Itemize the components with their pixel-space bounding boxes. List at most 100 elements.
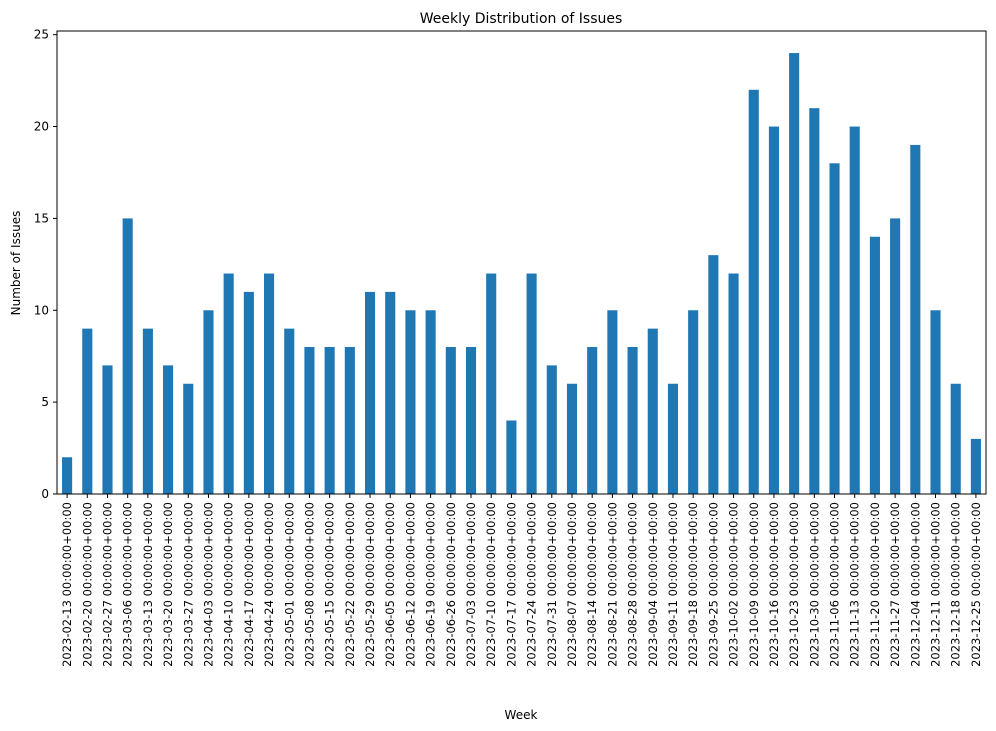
chart-title: Weekly Distribution of Issues: [420, 11, 623, 27]
x-tick-label: 2023-05-01 00:00:00+00:00: [282, 502, 296, 667]
bar: [708, 255, 719, 494]
bar: [688, 310, 699, 494]
x-tick-label: 2023-05-08 00:00:00+00:00: [302, 502, 316, 667]
x-tick-label: 2023-12-18 00:00:00+00:00: [949, 502, 963, 667]
bar: [566, 383, 578, 494]
y-tick-label: 15: [34, 211, 49, 225]
x-tick-label: 2023-02-13 00:00:00+00:00: [60, 502, 74, 667]
x-tick-label: 2023-11-27 00:00:00+00:00: [888, 502, 902, 667]
bar: [789, 53, 800, 495]
bar: [890, 218, 901, 494]
bar: [324, 347, 335, 494]
bar: [526, 273, 537, 494]
bar: [425, 310, 436, 494]
x-tick-label: 2023-06-19 00:00:00+00:00: [424, 502, 438, 667]
bar: [809, 108, 820, 495]
bar: [465, 347, 477, 494]
x-tick-label: 2023-08-21 00:00:00+00:00: [605, 502, 619, 667]
x-tick-label: 2023-02-27 00:00:00+00:00: [100, 502, 114, 667]
y-tick-label: 10: [34, 303, 49, 317]
bar: [506, 420, 517, 494]
x-tick-label: 2023-10-16 00:00:00+00:00: [767, 502, 781, 667]
x-tick-label: 2023-05-15 00:00:00+00:00: [323, 502, 337, 667]
x-tick-label: 2023-09-18 00:00:00+00:00: [686, 502, 700, 667]
x-axis: 2023-02-13 00:00:00+00:00 2023-02-20 00:0…: [60, 494, 983, 667]
bar: [203, 310, 214, 494]
bar: [728, 273, 739, 494]
x-tick-label: 2023-03-13 00:00:00+00:00: [141, 502, 155, 667]
y-axis-label: Number of Issues: [9, 211, 23, 316]
x-axis-label: Week: [505, 708, 538, 722]
bar: [445, 347, 456, 494]
bar: [950, 383, 961, 494]
x-tick-label: 2023-12-04 00:00:00+00:00: [908, 502, 922, 667]
bar: [910, 144, 921, 494]
x-tick-label: 2023-04-17 00:00:00+00:00: [242, 502, 256, 667]
bar: [970, 438, 981, 494]
x-tick-label: 2023-10-02 00:00:00+00:00: [727, 502, 741, 667]
x-tick-label: 2023-12-11 00:00:00+00:00: [929, 502, 943, 667]
bar: [122, 218, 133, 494]
x-tick-label: 2023-06-26 00:00:00+00:00: [444, 502, 458, 667]
x-tick-label: 2023-10-23 00:00:00+00:00: [787, 502, 801, 667]
bar: [344, 347, 355, 494]
x-tick-label: 2023-07-03 00:00:00+00:00: [464, 502, 478, 667]
x-tick-label: 2023-06-05 00:00:00+00:00: [383, 502, 397, 667]
y-tick-label: 20: [34, 120, 49, 134]
bar: [364, 291, 376, 494]
bar: [82, 328, 93, 494]
bar: [829, 163, 840, 495]
x-tick-label: 2023-04-24 00:00:00+00:00: [262, 502, 276, 667]
y-tick-label: 25: [34, 28, 49, 42]
bar: [385, 291, 396, 494]
bar: [667, 383, 679, 494]
bar: [546, 365, 557, 494]
bars-group: [62, 53, 981, 495]
bar: [304, 347, 315, 494]
bar: [243, 291, 254, 494]
x-tick-label: 2023-05-22 00:00:00+00:00: [343, 502, 357, 667]
x-tick-label: 2023-02-20 00:00:00+00:00: [80, 502, 94, 667]
x-tick-label: 2023-11-13 00:00:00+00:00: [848, 502, 862, 667]
x-tick-label: 2023-07-24 00:00:00+00:00: [525, 502, 539, 667]
x-tick-label: 2023-07-31 00:00:00+00:00: [545, 502, 559, 667]
bar: [163, 365, 174, 494]
x-tick-label: 2023-08-14 00:00:00+00:00: [585, 502, 599, 667]
bar: [930, 310, 941, 494]
x-tick-label: 2023-09-25 00:00:00+00:00: [706, 502, 720, 667]
x-tick-label: 2023-12-25 00:00:00+00:00: [969, 502, 983, 667]
x-tick-label: 2023-08-07 00:00:00+00:00: [565, 502, 579, 667]
bar: [647, 328, 658, 494]
bar: [405, 310, 416, 494]
bar: [62, 457, 73, 494]
x-tick-label: 2023-09-11 00:00:00+00:00: [666, 502, 680, 667]
bar: [264, 273, 275, 494]
x-tick-label: 2023-09-04 00:00:00+00:00: [646, 502, 660, 667]
bar: [284, 328, 295, 494]
bar: [869, 236, 880, 494]
x-tick-label: 2023-06-12 00:00:00+00:00: [403, 502, 417, 667]
y-tick-label: 5: [41, 395, 49, 409]
x-tick-label: 2023-07-17 00:00:00+00:00: [504, 502, 518, 667]
x-tick-label: 2023-11-06 00:00:00+00:00: [828, 502, 842, 667]
x-tick-label: 2023-04-10 00:00:00+00:00: [222, 502, 236, 667]
x-tick-label: 2023-05-29 00:00:00+00:00: [363, 502, 377, 667]
bar: [849, 126, 860, 495]
bar: [607, 310, 618, 494]
bar: [223, 273, 234, 494]
x-tick-label: 2023-03-20 00:00:00+00:00: [161, 502, 175, 667]
bar: [748, 89, 759, 495]
x-tick-label: 2023-10-09 00:00:00+00:00: [747, 502, 761, 667]
x-tick-label: 2023-07-10 00:00:00+00:00: [484, 502, 498, 667]
bar: [768, 126, 779, 495]
x-tick-label: 2023-03-27 00:00:00+00:00: [181, 502, 195, 667]
x-tick-label: 2023-03-06 00:00:00+00:00: [121, 502, 135, 667]
y-tick-label: 0: [41, 487, 49, 501]
x-tick-label: 2023-11-20 00:00:00+00:00: [868, 502, 882, 667]
bar: [627, 347, 638, 494]
y-axis: 0 5 10 15 20 25: [34, 28, 57, 501]
x-tick-label: 2023-04-03 00:00:00+00:00: [201, 502, 215, 667]
bar: [587, 347, 598, 494]
x-tick-label: 2023-10-30 00:00:00+00:00: [807, 502, 821, 667]
